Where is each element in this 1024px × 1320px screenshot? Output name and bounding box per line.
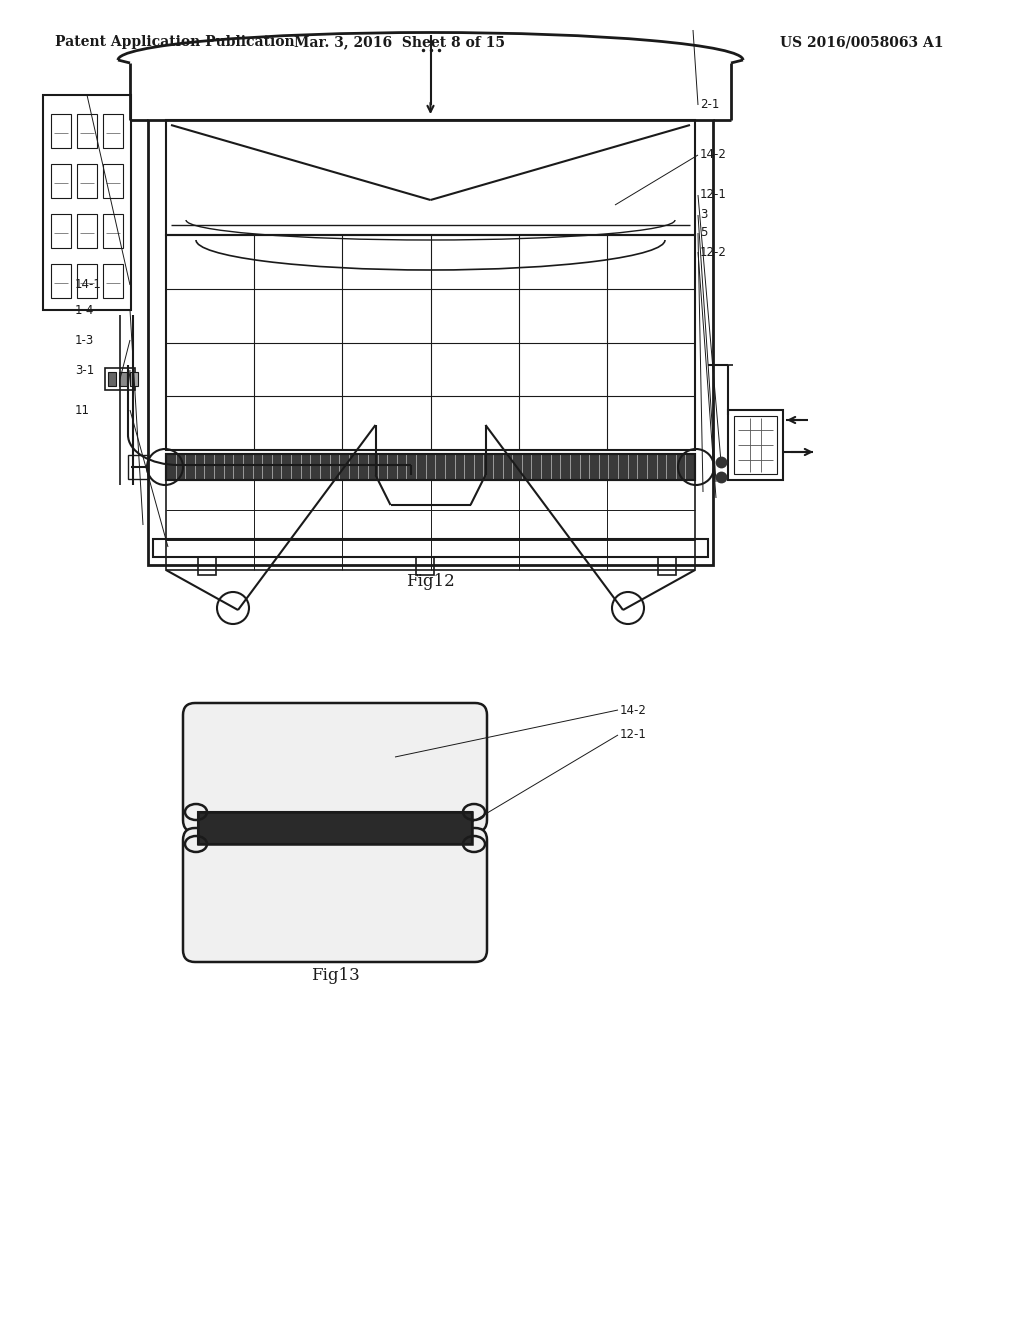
Bar xyxy=(77,264,97,298)
Text: Mar. 3, 2016  Sheet 8 of 15: Mar. 3, 2016 Sheet 8 of 15 xyxy=(295,36,506,49)
Text: 3-1: 3-1 xyxy=(75,363,94,376)
Bar xyxy=(51,214,71,248)
Bar xyxy=(77,164,97,198)
Bar xyxy=(166,235,695,450)
FancyBboxPatch shape xyxy=(183,704,487,832)
Bar xyxy=(119,372,127,385)
Bar xyxy=(148,120,713,565)
Bar xyxy=(51,264,71,298)
Bar xyxy=(166,454,695,480)
Text: 1-4: 1-4 xyxy=(75,304,94,317)
Bar xyxy=(166,120,695,235)
Bar xyxy=(103,164,123,198)
Bar xyxy=(728,411,783,480)
Bar xyxy=(51,164,71,198)
Text: 14-2: 14-2 xyxy=(700,149,727,161)
Text: Fig12: Fig12 xyxy=(407,573,455,590)
Text: Patent Application Publication: Patent Application Publication xyxy=(55,36,295,49)
Text: 12-1: 12-1 xyxy=(700,189,727,202)
Bar xyxy=(416,557,433,576)
Bar xyxy=(198,812,472,843)
Bar xyxy=(51,114,71,148)
Bar xyxy=(103,264,123,298)
Text: Fig13: Fig13 xyxy=(310,966,359,983)
Text: US 2016/0058063 A1: US 2016/0058063 A1 xyxy=(780,36,943,49)
Text: 14-2: 14-2 xyxy=(620,704,647,717)
Bar xyxy=(77,214,97,248)
Text: 12-1: 12-1 xyxy=(620,729,647,742)
Text: 3: 3 xyxy=(700,209,708,222)
Bar xyxy=(105,368,135,389)
Bar xyxy=(103,214,123,248)
Text: 1-3: 1-3 xyxy=(75,334,94,346)
Bar xyxy=(130,372,138,385)
Bar xyxy=(198,812,472,843)
Bar xyxy=(166,480,695,570)
Bar xyxy=(153,539,708,557)
Bar xyxy=(103,114,123,148)
Bar xyxy=(128,455,148,479)
Bar xyxy=(77,114,97,148)
Text: 2-1: 2-1 xyxy=(700,99,720,111)
Text: 5: 5 xyxy=(700,227,708,239)
Bar xyxy=(198,557,216,576)
Text: 14-1: 14-1 xyxy=(75,279,101,292)
Bar xyxy=(734,416,777,474)
Text: 12-2: 12-2 xyxy=(700,246,727,259)
Bar xyxy=(43,95,131,310)
Bar xyxy=(166,454,695,480)
Bar xyxy=(108,372,116,385)
FancyBboxPatch shape xyxy=(183,828,487,962)
Bar xyxy=(658,557,676,576)
Text: 11: 11 xyxy=(75,404,90,417)
